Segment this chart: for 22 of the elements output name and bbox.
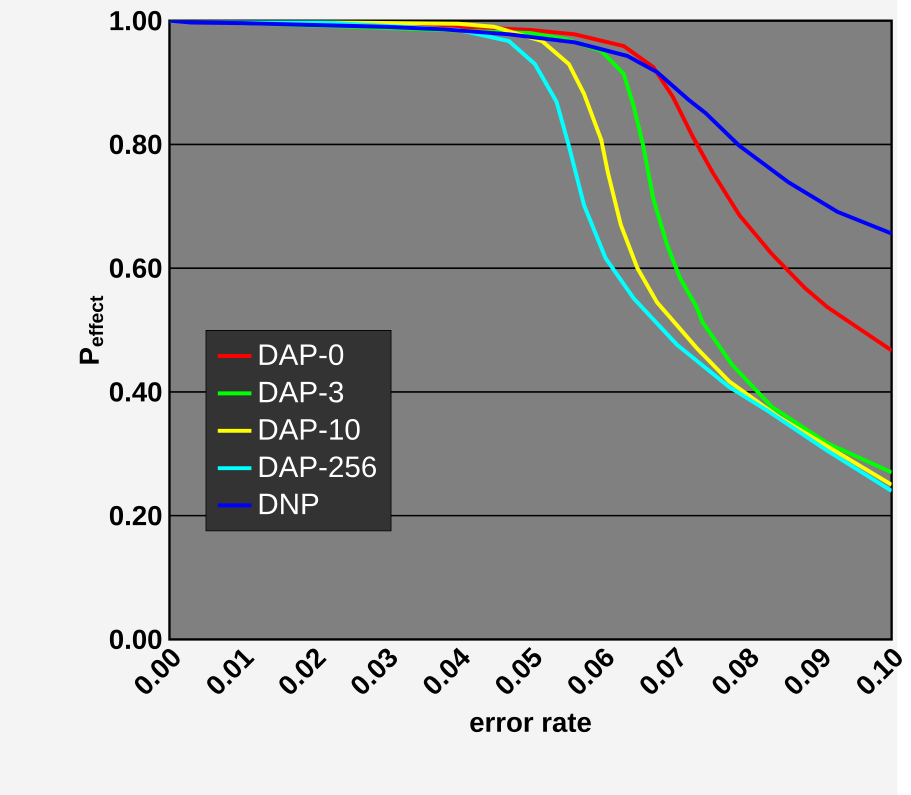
y-tick-label: 0.60 xyxy=(110,258,162,278)
y-axis-title: P$_{effect}$ xyxy=(80,296,104,364)
legend-label: DAP-256 xyxy=(260,456,376,478)
x-tick-label: 0.01 xyxy=(207,649,255,694)
x-tick-label: 0.03 xyxy=(352,648,397,694)
y-tick-label: 1.00 xyxy=(110,10,162,30)
y-tick-label: 0.20 xyxy=(110,506,162,526)
x-tick-label: 0.08 xyxy=(712,648,758,694)
x-tick-label: 0.02 xyxy=(279,648,327,694)
legend-label: DAP-0 xyxy=(260,344,344,366)
legend-label: DAP-10 xyxy=(260,418,360,440)
line-series xyxy=(169,20,892,236)
x-tick-label: 0.06 xyxy=(568,648,614,694)
x-tick-label: 0.04 xyxy=(424,648,470,694)
x-tick-label: 0.10 xyxy=(857,648,902,694)
x-axis-title: error rate xyxy=(470,714,591,732)
x-tick-label: 0.09 xyxy=(784,648,830,694)
legend-label: DNP xyxy=(260,494,318,514)
y-tick-label: 0.00 xyxy=(110,630,162,650)
y-tick-label: 0.80 xyxy=(110,134,162,154)
y-tick-label: 0.40 xyxy=(110,382,162,402)
legend-label: DAP-3 xyxy=(260,382,344,402)
